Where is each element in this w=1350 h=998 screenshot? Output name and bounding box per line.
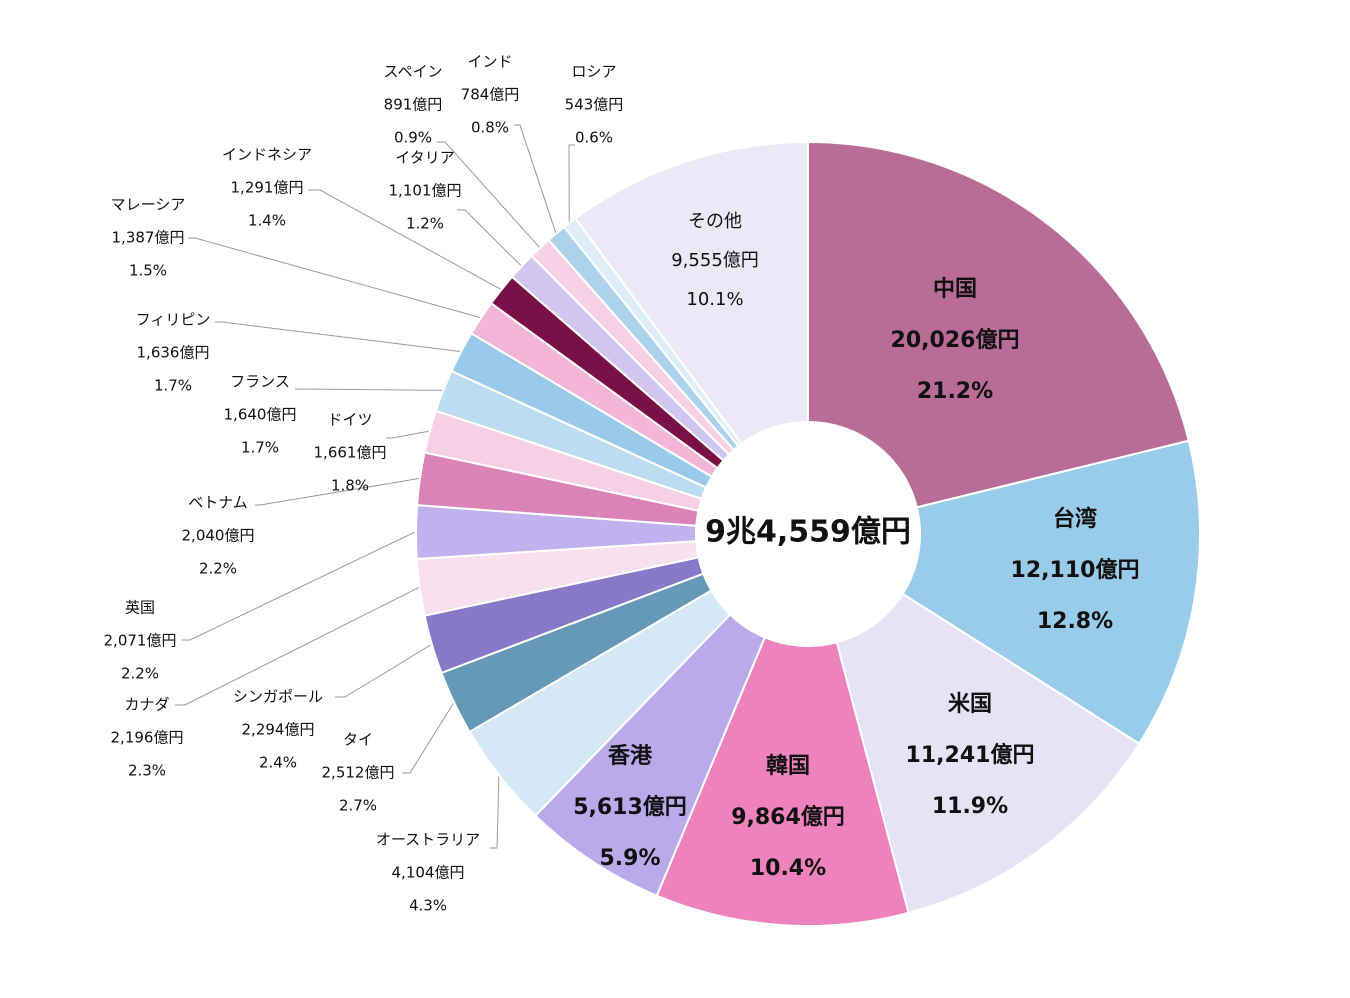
slice-name: シンガポール: [233, 688, 323, 706]
slice-name: タイ: [343, 731, 373, 749]
slice: [574, 140, 809, 446]
slice: [901, 439, 1201, 746]
percent-label: 12.8%: [1037, 609, 1113, 634]
slice-name: 中国: [933, 277, 977, 302]
percent-label: 11.9%: [932, 794, 1008, 819]
value-label: 543億円: [565, 96, 624, 114]
slice: [807, 140, 1190, 509]
value-label: 784億円: [461, 86, 520, 104]
slice-name: インド: [467, 53, 512, 71]
percent-label: 2.4%: [259, 754, 297, 772]
value-label: 9,555億円: [671, 250, 759, 271]
leader-line: [490, 776, 500, 849]
slice-name: マレーシア: [111, 196, 186, 214]
slice-name: 英国: [125, 599, 155, 617]
percent-label: 10.4%: [750, 856, 826, 881]
percent-label: 1.4%: [248, 212, 286, 230]
leader-line: [182, 531, 416, 641]
value-label: 891億円: [384, 96, 443, 114]
slice-name: スペイン: [384, 63, 443, 81]
slice-name: イタリア: [395, 149, 454, 167]
slice-name: その他: [688, 211, 742, 232]
slice-name: インドネシア: [222, 146, 312, 164]
value-label: 1,387億円: [112, 229, 185, 247]
leader-line: [188, 237, 481, 318]
slice: [835, 592, 1141, 915]
value-label: 2,040億円: [182, 527, 255, 545]
leader-line: [335, 644, 432, 698]
percent-label: 1.8%: [331, 477, 369, 495]
percent-label: 0.6%: [575, 129, 613, 147]
slice-name: 韓国: [766, 753, 810, 779]
value-label: 4,104億円: [392, 864, 465, 882]
percent-label: 5.9%: [599, 846, 660, 871]
leader-line: [437, 141, 540, 248]
value-label: 1,101億円: [389, 182, 462, 200]
percent-label: 0.8%: [471, 119, 509, 137]
value-label: 2,294億円: [242, 721, 315, 739]
value-label: 20,026億円: [891, 327, 1020, 353]
slice-name: ロシア: [571, 63, 616, 81]
percent-label: 2.2%: [121, 665, 159, 683]
value-label: 2,071億円: [104, 632, 177, 650]
percent-label: 2.2%: [199, 560, 237, 578]
percent-label: 1.7%: [241, 439, 279, 457]
percent-label: 2.7%: [339, 797, 377, 815]
slice-name: オーストラリア: [376, 831, 480, 849]
leader-line: [308, 189, 501, 290]
leader-line: [255, 478, 420, 506]
slice-name: ドイツ: [327, 411, 372, 429]
percent-label: 1.7%: [154, 377, 192, 395]
slice-name: ベトナム: [188, 494, 248, 512]
value-label: 1,640億円: [224, 406, 297, 424]
value-label: 1,291億円: [231, 179, 304, 197]
leader-line: [514, 124, 557, 233]
leader-line: [175, 587, 419, 706]
slice-name: フィリピン: [136, 311, 211, 329]
percent-label: 4.3%: [409, 897, 447, 915]
leader-line: [568, 144, 575, 222]
slice-name: 台湾: [1053, 506, 1097, 532]
value-label: 11,241億円: [906, 742, 1035, 768]
value-label: 12,110億円: [1011, 557, 1140, 583]
value-label: 2,512億円: [322, 764, 395, 782]
value-label: 5,613億円: [573, 794, 687, 820]
value-label: 9,864億円: [731, 804, 845, 830]
percent-label: 2.3%: [128, 762, 166, 780]
slice-name: 香港: [608, 744, 653, 769]
leader-line: [215, 321, 461, 352]
slice-name: カナダ: [124, 696, 169, 714]
value-label: 1,661億円: [314, 444, 387, 462]
percent-label: 10.1%: [686, 289, 743, 310]
percent-label: 1.2%: [406, 215, 444, 233]
slice-name: 米国: [948, 692, 992, 717]
percent-label: 1.5%: [129, 262, 167, 280]
value-label: 1,636億円: [137, 344, 210, 362]
value-label: 2,196億円: [111, 729, 184, 747]
percent-label: 0.9%: [394, 129, 432, 147]
leader-line: [402, 703, 454, 774]
center-label: 9兆4,559億円: [705, 515, 911, 550]
leader-line: [386, 430, 429, 439]
leader-line: [295, 388, 443, 391]
leader-line: [457, 209, 522, 266]
percent-label: 21.2%: [917, 379, 993, 404]
slice: [655, 636, 910, 927]
slice-name: フランス: [230, 373, 290, 391]
